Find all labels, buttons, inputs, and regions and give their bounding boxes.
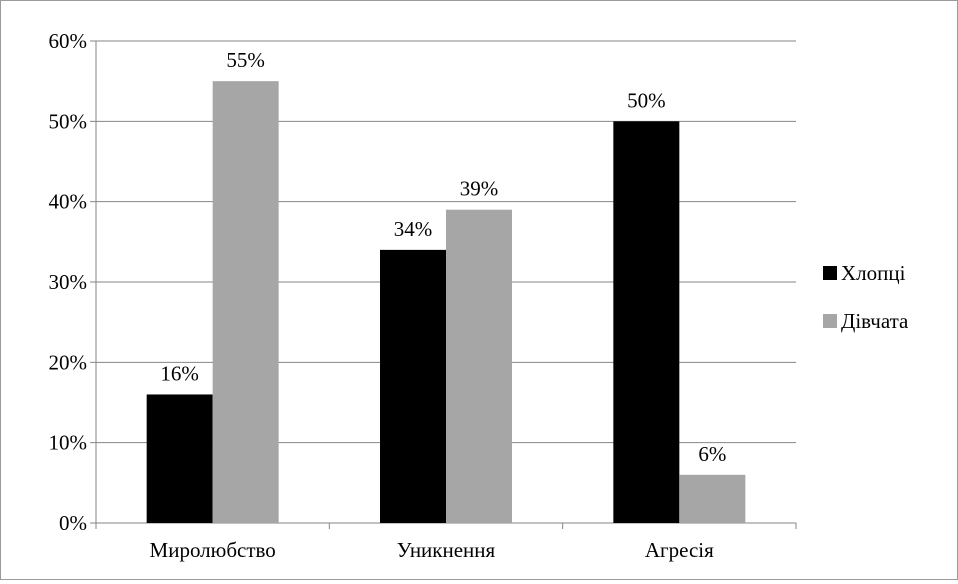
bar-Хлопці-Уникнення	[380, 249, 446, 523]
x-tick-label: Агресія	[645, 538, 714, 562]
y-tick-label: 0%	[59, 511, 87, 535]
data-label: 50%	[627, 88, 666, 112]
data-label: 16%	[160, 361, 199, 385]
legend-label: Дівчата	[841, 309, 909, 333]
legend-label: Хлопці	[841, 261, 906, 285]
data-label: 6%	[698, 442, 726, 466]
bar-Дівчата-Уникнення	[446, 209, 512, 523]
y-tick-label: 30%	[49, 270, 88, 294]
y-tick-label: 60%	[49, 29, 88, 53]
bar-Дівчата-Агресія	[679, 474, 746, 523]
y-tick-label: 10%	[49, 431, 88, 455]
x-tick-label: Миролюбство	[150, 538, 276, 562]
legend-swatch	[823, 266, 837, 280]
bar-Хлопці-Агресія	[613, 121, 680, 523]
data-label: 39%	[460, 177, 499, 201]
y-tick-label: 20%	[49, 350, 88, 374]
data-label: 34%	[394, 217, 433, 241]
y-tick-label: 50%	[49, 109, 88, 133]
y-tick-label: 40%	[49, 190, 88, 214]
bar-Хлопці-Миролюбство	[146, 394, 213, 523]
x-tick-label: Уникнення	[397, 538, 496, 562]
data-label: 55%	[226, 48, 265, 72]
legend-swatch	[823, 314, 837, 328]
bar-Дівчата-Миролюбство	[212, 81, 279, 524]
